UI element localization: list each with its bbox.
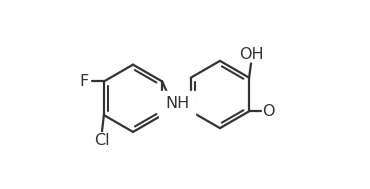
Text: OH: OH <box>240 47 264 62</box>
Text: F: F <box>80 74 89 89</box>
Text: NH: NH <box>165 96 189 112</box>
Text: Cl: Cl <box>94 133 110 148</box>
Text: O: O <box>262 104 275 119</box>
